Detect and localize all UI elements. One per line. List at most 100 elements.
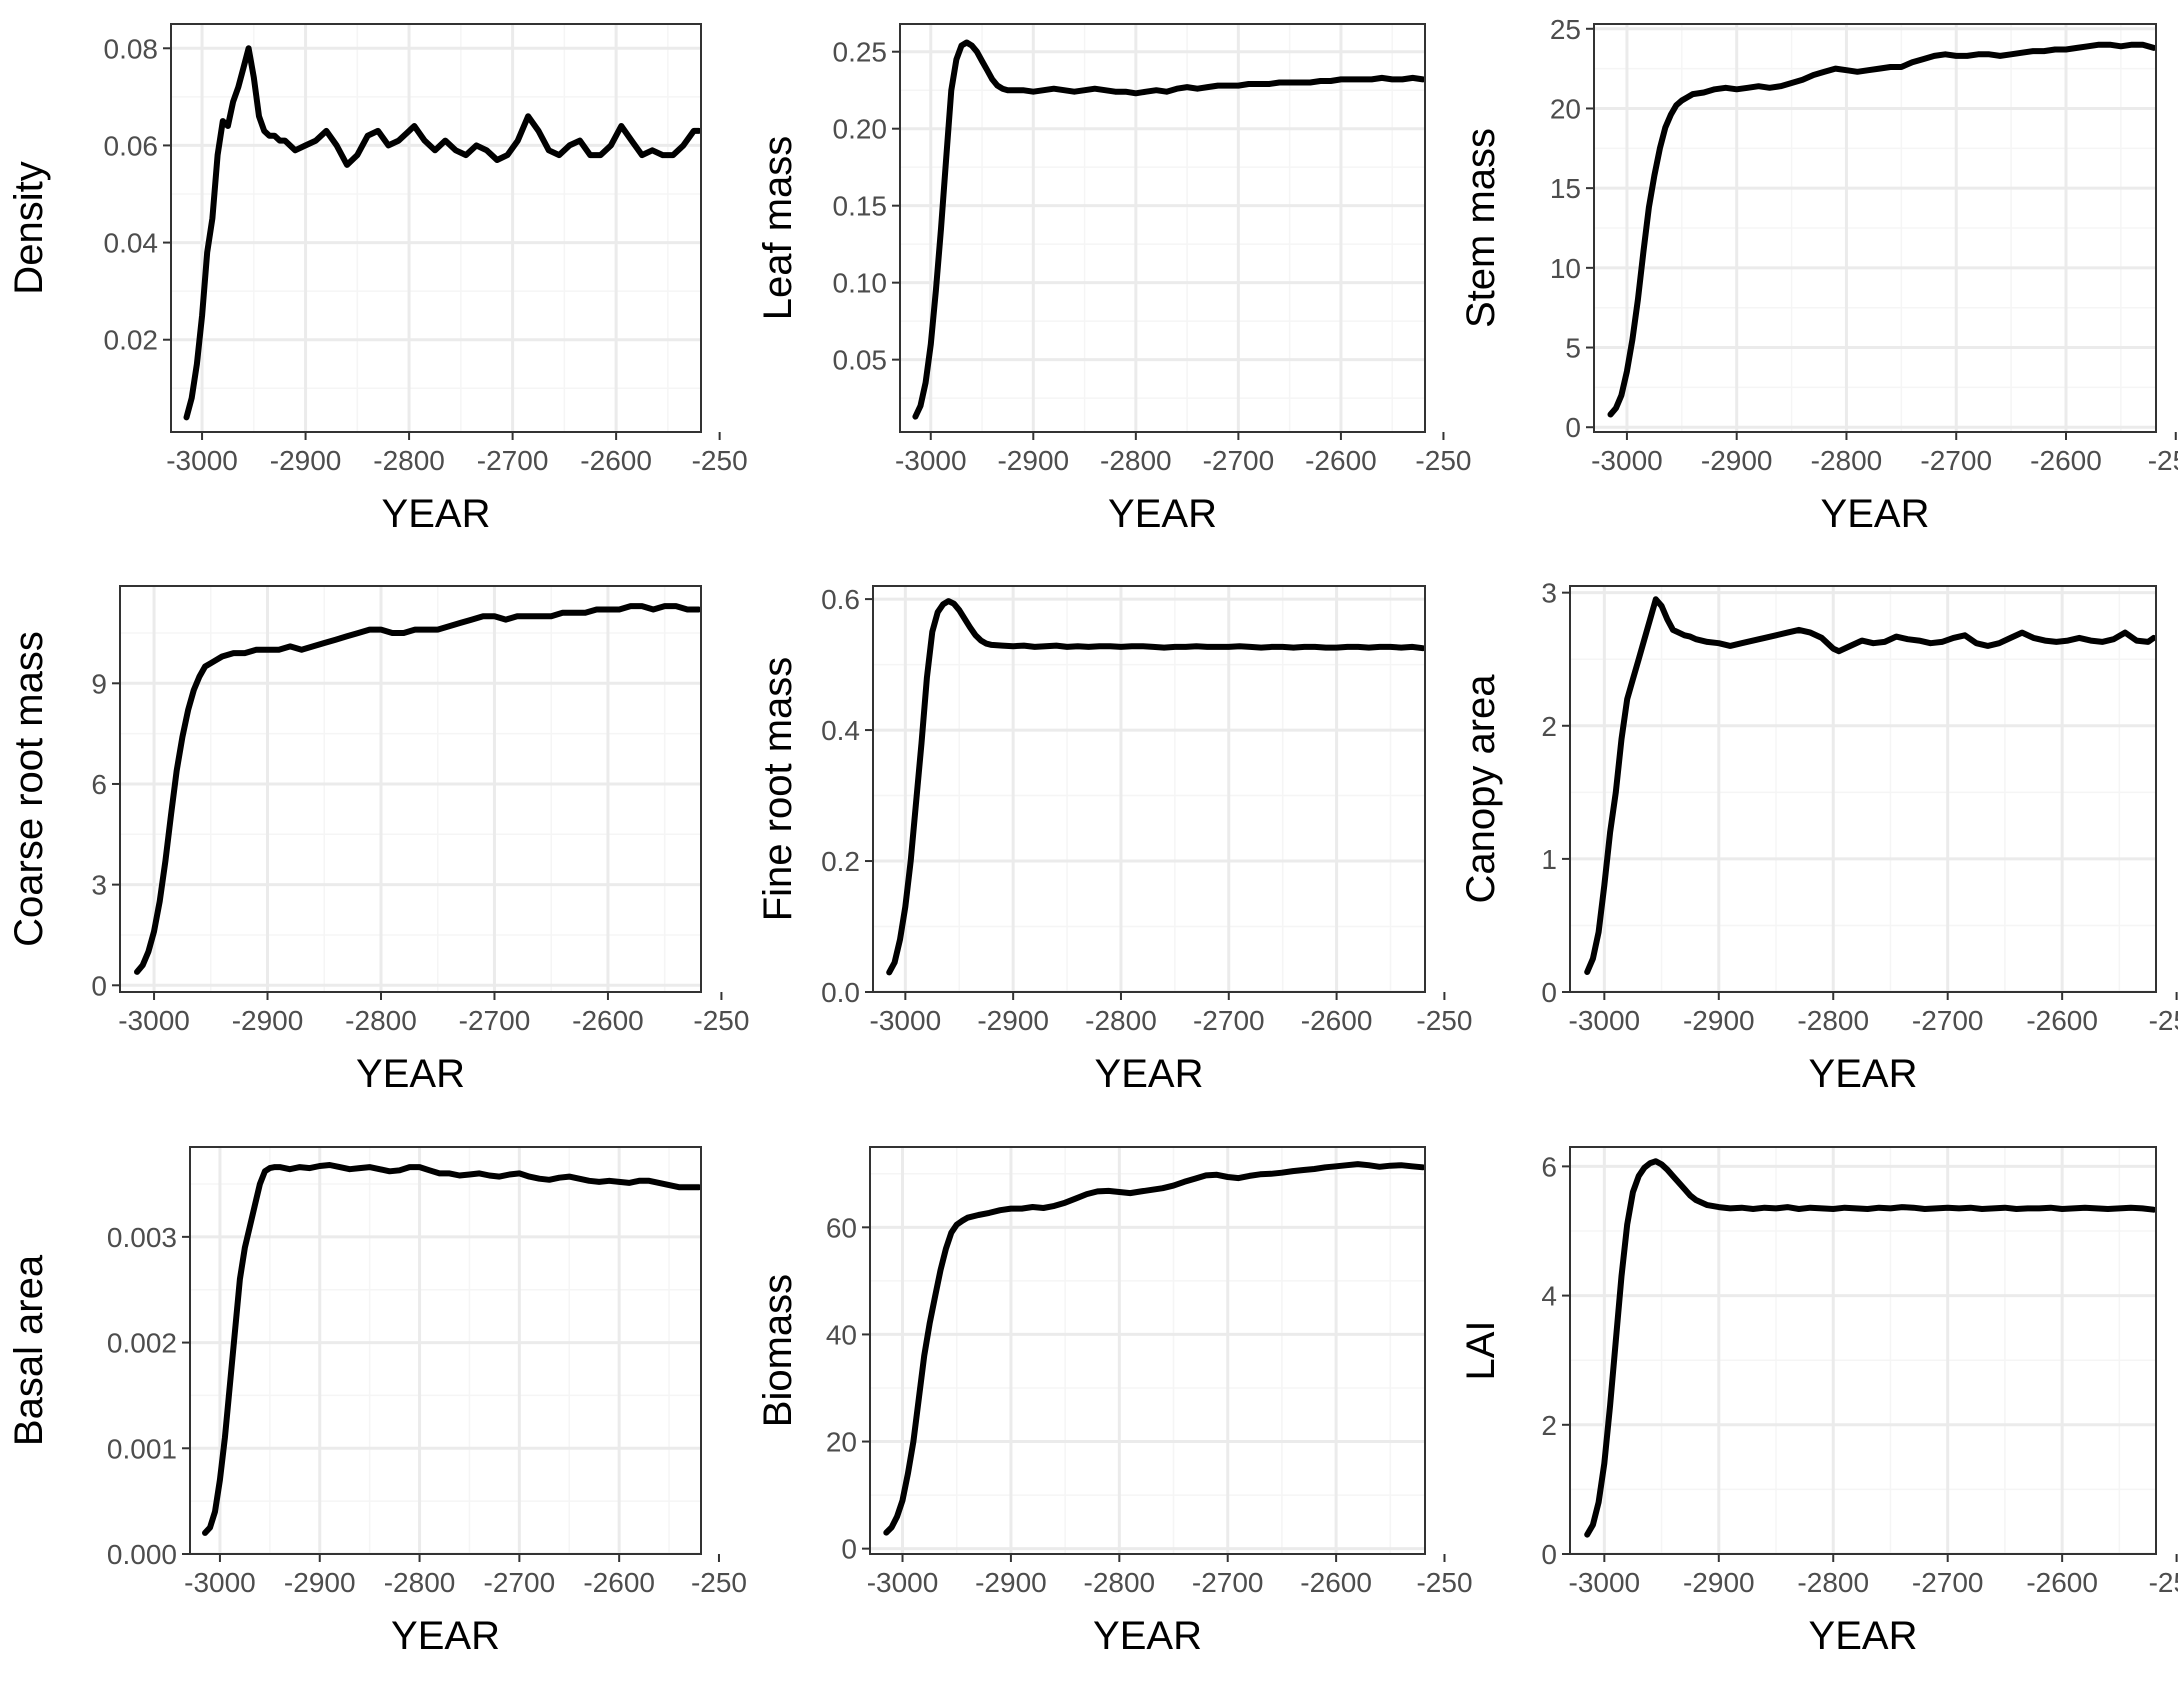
series-line (134, 603, 701, 975)
y-tick-label: 0.6 (821, 584, 860, 615)
plot-background (1570, 1147, 2156, 1554)
series-line (1584, 1158, 2156, 1538)
y-tick-label: 25 (1550, 14, 1581, 45)
x-tick-label: -2900 (975, 1567, 1047, 1598)
x-tick-label: -2600 (2030, 445, 2102, 476)
plot-background (900, 24, 1425, 432)
x-tick-label: -2800 (1797, 1005, 1869, 1036)
y-tick-label: 0.000 (107, 1539, 177, 1570)
x-tick-label: -250 (692, 445, 748, 476)
x-tick-label: -2800 (1811, 445, 1883, 476)
y-tick-label: 60 (826, 1212, 857, 1243)
x-tick-label: -2800 (1084, 1567, 1156, 1598)
x-tick-label: -3000 (1591, 445, 1663, 476)
chart-panel: -3000 -2900 -2800 -2700 -2600 -250 0 5 10 15 20 25 Y… (1459, 14, 2178, 536)
y-tick-label: 0.02 (104, 325, 159, 356)
series-line (1584, 596, 2156, 975)
y-axis-title: LAI (1459, 1320, 1503, 1380)
y-tick-label: 0.15 (833, 191, 888, 222)
x-tick-label: -2700 (1192, 1567, 1264, 1598)
gridlines (1594, 24, 2156, 432)
y-axis-title: Biomass (756, 1274, 800, 1427)
y-tick-label: 0 (841, 1534, 857, 1565)
x-tick-label: -250 (2149, 1567, 2178, 1598)
x-tick-label: -2900 (1683, 1005, 1755, 1036)
y-tick-label: 0.04 (104, 228, 159, 259)
y-tick-label: 0.002 (107, 1328, 177, 1359)
x-tick-label: -2900 (270, 445, 342, 476)
x-tick-label: -2900 (232, 1005, 304, 1036)
y-axis-title: Basal area (7, 1254, 51, 1446)
x-tick-label: -3000 (118, 1005, 190, 1036)
x-tick-label: -2600 (2026, 1567, 2098, 1598)
gridlines (1570, 586, 2156, 992)
x-tick-label: -3000 (870, 1005, 942, 1036)
series-line (183, 45, 701, 421)
x-tick-label: -2600 (1305, 445, 1377, 476)
x-tick-label: -2700 (459, 1005, 531, 1036)
plot-background (190, 1147, 701, 1554)
panel-border (119, 585, 702, 993)
series-line (912, 39, 1425, 420)
plot-background (870, 1147, 1425, 1554)
x-axis-title: YEAR (1821, 492, 1930, 536)
panel-border (1569, 1146, 2157, 1555)
panel-border (899, 23, 1426, 433)
y-tick-label: 0.001 (107, 1433, 177, 1464)
x-tick-label: -2600 (580, 445, 652, 476)
y-tick-label: 20 (1550, 93, 1581, 124)
chart-panel: -3000 -2900 -2800 -2700 -2600 -250 0.05 0.10 0.1… (756, 23, 1471, 536)
x-tick-label: -2700 (484, 1567, 556, 1598)
x-axis-title: YEAR (1809, 1052, 1918, 1096)
x-tick-label: -2600 (1301, 1005, 1373, 1036)
y-tick-label: 6 (91, 769, 107, 800)
y-tick-label: 0.25 (833, 37, 888, 68)
y-tick-label: 0.05 (833, 345, 888, 376)
y-tick-label: 10 (1550, 253, 1581, 284)
x-tick-label: -2700 (1203, 445, 1275, 476)
x-tick-label: -2700 (477, 445, 549, 476)
x-tick-label: -2900 (1683, 1567, 1755, 1598)
x-tick-label: -2600 (583, 1567, 655, 1598)
x-tick-label: -3000 (895, 445, 967, 476)
panel-border (189, 1146, 702, 1555)
plot-background (171, 24, 701, 432)
y-tick-label: 4 (1541, 1281, 1557, 1312)
chart-panel: -3000 -2900 -2800 -2700 -2600 -250 0.0 0.2 0.4 0.… (756, 584, 1472, 1096)
y-tick-label: 0 (1541, 1539, 1557, 1570)
series-line (1607, 41, 2156, 418)
y-axis-title: Stem mass (1459, 128, 1503, 328)
y-tick-label: 0.2 (821, 846, 860, 877)
y-tick-label: 2 (1541, 1410, 1557, 1441)
x-axis-title: YEAR (1095, 1052, 1204, 1096)
y-tick-label: 3 (91, 870, 107, 901)
gridlines (190, 1147, 701, 1554)
x-tick-label: -250 (2148, 445, 2178, 476)
y-tick-label: 0.003 (107, 1222, 177, 1253)
x-tick-label: -2800 (1797, 1567, 1869, 1598)
series-line (202, 1162, 701, 1536)
y-axis-title: Fine root mass (756, 657, 800, 922)
x-tick-label: -2600 (1300, 1567, 1372, 1598)
chart-panel: -3000 -2900 -2800 -2700 -2600 -250 0 2 4 6 YEAR LAI (1459, 1146, 2178, 1658)
gridlines (873, 586, 1425, 992)
y-tick-label: 0.20 (833, 114, 888, 145)
y-tick-label: 20 (826, 1427, 857, 1458)
x-tick-label: -2800 (373, 445, 445, 476)
y-tick-label: 0.0 (821, 977, 860, 1008)
x-tick-label: -250 (691, 1567, 747, 1598)
panel-border (1593, 23, 2157, 433)
plot-background (120, 586, 701, 992)
x-tick-label: -2900 (1701, 445, 1773, 476)
x-tick-label: -2800 (384, 1567, 456, 1598)
x-tick-label: -250 (693, 1005, 749, 1036)
x-tick-label: -250 (1416, 1005, 1472, 1036)
x-tick-label: -2800 (1085, 1005, 1157, 1036)
series-line (886, 598, 1425, 976)
y-tick-label: 1 (1541, 844, 1557, 875)
x-tick-label: -2800 (345, 1005, 417, 1036)
x-axis-title: YEAR (1108, 492, 1217, 536)
y-tick-label: 6 (1541, 1151, 1557, 1182)
y-tick-label: 15 (1550, 173, 1581, 204)
